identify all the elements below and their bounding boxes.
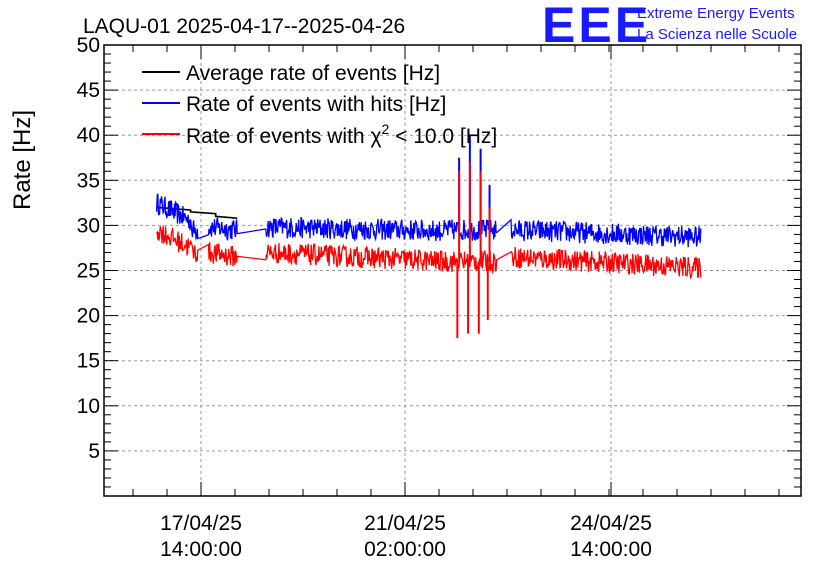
legend-chi2-symbol: χ [370, 125, 381, 148]
y-tick-label: 25 [77, 260, 100, 283]
minor-ticks [104, 45, 801, 496]
logo-line1: Extreme Energy Events [637, 5, 795, 22]
legend-label-average: Average rate of events [Hz] [186, 62, 440, 85]
y-tick-label: 5 [88, 440, 100, 463]
x-tick-label-time: 14:00:00 [160, 538, 242, 561]
x-tick-label-date: 24/04/25 [570, 512, 652, 535]
legend-chi2-sup: 2 [381, 121, 389, 137]
y-tick-label: 30 [77, 214, 100, 237]
series-line [155, 193, 702, 248]
x-tick-label-date: 21/04/25 [364, 512, 446, 535]
eee-logo: EEE Extreme Energy Events La Scienza nel… [542, 0, 797, 53]
series-line [156, 225, 702, 280]
legend-label-hits: Rate of events with hits [Hz] [186, 93, 446, 116]
y-tick-label: 50 [77, 34, 100, 57]
grid-lines [104, 45, 801, 496]
x-axis-ticks: 17/04/25 14:00:00 21/04/25 02:00:00 24/04/25… [160, 45, 652, 561]
y-tick-label: 10 [77, 395, 100, 418]
logo-line2: La Scienza nelle Scuole [637, 26, 797, 43]
y-tick-label: 20 [77, 305, 100, 328]
x-tick-label-date: 17/04/25 [160, 512, 242, 535]
y-axis-title: Rate [Hz] [9, 110, 36, 210]
x-tick-label-time: 14:00:00 [570, 538, 652, 561]
legend: Average rate of events [Hz] Rate of even… [142, 62, 497, 148]
y-tick-label: 45 [77, 79, 100, 102]
legend-chi2-prefix: Rate of events with [186, 125, 370, 148]
logo-mark: EEE [542, 0, 651, 53]
legend-label-chi2: Rate of events with χ2 < 10.0 [Hz] [186, 121, 497, 148]
chart-title: LAQU-01 2025-04-17--2025-04-26 [83, 15, 405, 38]
y-tick-label: 15 [77, 350, 100, 373]
legend-chi2-suffix: < 10.0 [Hz] [389, 125, 497, 148]
series-layer [155, 135, 702, 339]
y-tick-label: 35 [77, 169, 100, 192]
x-tick-label-time: 02:00:00 [364, 538, 446, 561]
y-tick-label: 40 [77, 124, 100, 147]
y-axis-ticks: 5 10 15 20 25 30 35 40 45 50 [77, 34, 801, 463]
